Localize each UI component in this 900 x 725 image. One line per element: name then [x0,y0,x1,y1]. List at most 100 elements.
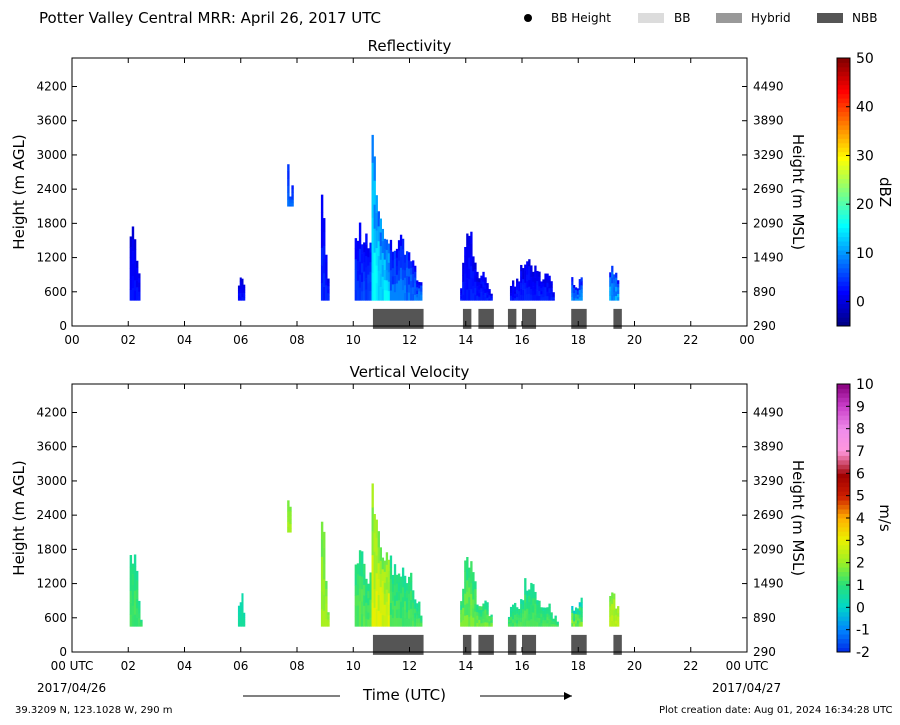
vel-echo-cell [416,614,419,619]
refl-echo-cell [237,295,240,299]
vel-echo-cell [574,613,578,618]
refl-echo-cell [385,269,389,281]
vel-echo-cell [472,590,475,600]
refl-echo-cell [516,278,519,283]
vel-echo-cell [397,608,401,618]
refl-colorbar-band [837,62,850,68]
vel-colorbar-band [837,611,850,617]
refl-echo-cell [524,294,527,301]
vel-colorbar-label: m/s [876,504,894,532]
vel-echo-cell [408,618,411,627]
refl-echo-cell [486,288,489,293]
vel-echo-cell [241,615,244,622]
vel-echo-cell [462,613,465,621]
vel-echo-cell [389,614,393,627]
vel-colorbar-tick-label: 7 [856,444,865,460]
refl-echo-cell [514,288,517,292]
vel-echo-cell [480,613,483,617]
vel-echo-cell [540,610,543,614]
refl-echo-cell [379,218,382,233]
refl-echo-cell [470,266,473,278]
vel-echo-cell [571,612,574,617]
vel-echo-cell [466,557,469,569]
vel-echo-cell [377,562,380,580]
vel-echo-cell [520,599,523,604]
refl-echo-cell [511,293,515,298]
vel-echo-cell [369,608,372,618]
refl-echo-cell [379,232,382,247]
vel-colorbar-band [837,388,850,394]
refl-echo-cell [360,263,364,273]
refl-echo-cell [365,278,368,290]
refl-colorbar-band [837,223,850,229]
refl-echo-cell [399,267,403,279]
refl-echo-cell [511,290,515,294]
refl-echo-cell [464,264,467,274]
vel-echo-cell [395,592,399,601]
refl-echo-cell [367,274,370,284]
vel-echo-cell [133,602,137,615]
refl-echo-cell [478,296,481,301]
refl-nbb-bar [522,308,537,329]
refl-echo-cell [617,286,620,291]
refl-echo-cell [408,276,411,285]
refl-echo-cell [538,295,541,301]
refl-echo-cell [542,286,545,291]
vel-ytick-label-right: 3290 [753,474,784,488]
vel-echo-cell [484,604,487,610]
vel-echo-cell [363,615,366,627]
refl-echo-cell [393,292,397,301]
refl-echo-cell [393,250,397,260]
refl-echo-cell [472,293,475,301]
refl-echo-cell [548,292,551,297]
refl-colorbar-band [837,317,850,322]
vel-colorbar-band [837,593,850,599]
refl-echo-cell [462,262,465,270]
vel-echo-cell [408,609,411,619]
refl-echo-cell [472,278,475,286]
vel-echo-cell [138,600,141,606]
vel-echo-cell [399,601,403,611]
refl-echo-cell [530,288,533,295]
vel-echo-cell [540,619,543,624]
refl-echo-cell [401,259,405,270]
refl-echo-cell [360,281,364,292]
vel-echo-cell [401,577,405,588]
vel-echo-cell [354,595,358,607]
vel-echo-cell [138,613,141,619]
vel-echo-cell [468,616,471,627]
vel-echo-cell [468,577,471,588]
refl-echo-cell [609,290,612,296]
vel-echo-cell [385,614,389,627]
vel-echo-cell [554,620,557,624]
vel-echo-cell [358,613,362,627]
refl-colorbar-band [837,312,850,318]
vel-echo-cell [474,596,477,605]
vel-echo-cell [482,622,485,627]
refl-echo-cell [534,277,537,284]
vel-colorbar-band [837,625,850,631]
vel-echo-cell [580,616,583,622]
refl-echo-cell [241,289,244,294]
vel-echo-cell [383,615,387,627]
x-axis-arrowhead-icon [564,692,572,700]
refl-echo-cell [574,291,578,295]
refl-echo-cell [546,273,549,279]
vel-echo-cell [578,610,581,615]
vel-echo-cell [410,581,413,591]
vel-echo-cell [129,602,133,615]
vel-ytick-label-left: 3000 [36,474,67,488]
vel-echo-cell [576,614,580,618]
refl-echo-cell [516,289,519,294]
vel-echo-cell [416,603,419,608]
vel-echo-cell [243,621,246,625]
refl-echo-cell [241,282,244,287]
refl-echo-cell [401,279,405,291]
refl-echo-cell [387,243,391,254]
vel-echo-cell [526,602,529,609]
vel-echo-cell [528,607,531,615]
vel-echo-cell [546,613,549,618]
vel-echo-cell [133,614,137,627]
vel-echo-cell [243,615,246,618]
refl-echo-cell [243,284,246,288]
